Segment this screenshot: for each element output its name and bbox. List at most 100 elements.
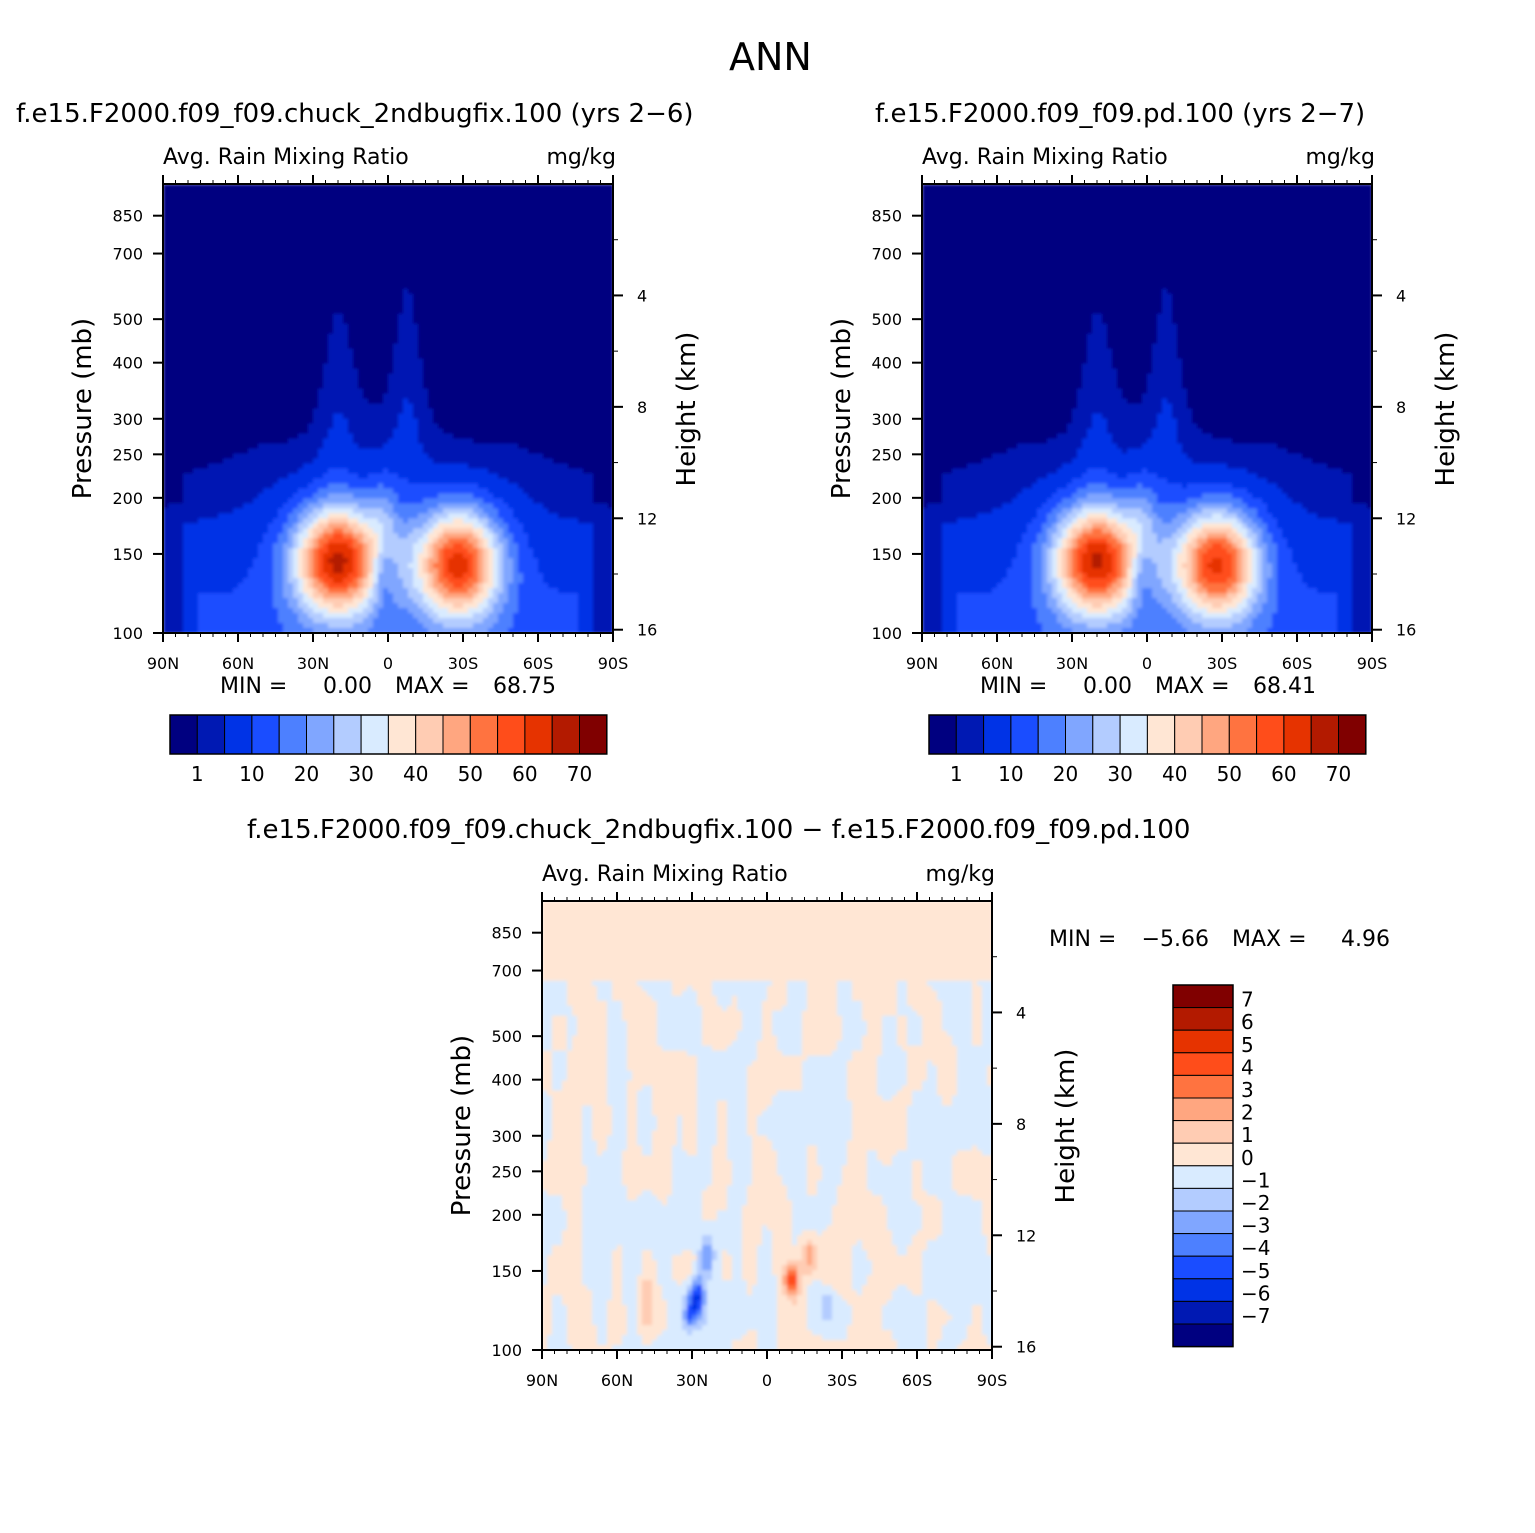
field-cell — [598, 398, 604, 405]
field-cell — [348, 208, 354, 215]
field-cell — [243, 418, 249, 425]
field-cell — [353, 288, 359, 295]
field-cell — [313, 328, 319, 335]
field-cell — [333, 348, 339, 355]
field-cell — [438, 258, 444, 265]
field-cell — [263, 448, 269, 454]
field-cell — [593, 373, 599, 380]
field-cell — [488, 223, 494, 230]
field-cell — [318, 298, 324, 305]
field-cell — [388, 438, 394, 445]
field-cell — [163, 323, 169, 330]
field-cell — [448, 363, 454, 370]
field-cell — [578, 378, 584, 385]
field-cell — [183, 298, 189, 305]
field-cell — [363, 228, 369, 235]
field-cell — [188, 238, 194, 245]
field-cell — [163, 258, 169, 265]
field-cell — [238, 403, 244, 410]
field-cell — [548, 193, 554, 200]
field-cell — [603, 268, 609, 275]
field-cell — [243, 398, 249, 405]
field-cell — [218, 238, 224, 245]
field-cell — [188, 408, 194, 415]
field-cell — [248, 358, 254, 365]
field-cell — [173, 318, 179, 325]
field-cell — [608, 253, 613, 260]
field-cell — [198, 343, 204, 350]
field-cell — [398, 238, 404, 245]
field-cell — [173, 213, 179, 220]
field-cell — [603, 368, 609, 375]
field-cell — [568, 333, 574, 340]
field-cell — [328, 363, 334, 370]
field-cell — [198, 184, 204, 190]
field-cell — [608, 283, 613, 290]
field-cell — [263, 278, 269, 285]
field-cell — [373, 203, 379, 210]
field-cell — [178, 253, 184, 260]
field-cell — [278, 353, 284, 360]
field-cell — [283, 258, 289, 265]
field-cell — [428, 373, 434, 380]
field-cell — [263, 188, 269, 195]
field-cell — [353, 258, 359, 265]
field-cell — [593, 273, 599, 280]
field-cell — [343, 443, 349, 450]
field-cell — [278, 368, 284, 375]
field-cell — [473, 278, 479, 285]
field-cell — [358, 218, 364, 225]
field-cell — [563, 393, 569, 400]
field-cell — [493, 308, 499, 315]
field-cell — [293, 253, 299, 260]
field-cell — [473, 303, 479, 310]
field-cell — [193, 253, 199, 260]
field-cell — [348, 248, 354, 255]
field-cell — [428, 453, 434, 459]
field-cell — [408, 393, 414, 400]
field-cell — [318, 223, 324, 230]
field-cell — [278, 458, 284, 464]
field-cell — [413, 208, 419, 215]
field-cell — [533, 318, 539, 325]
field-cell — [313, 433, 319, 440]
field-cell — [458, 338, 464, 345]
field-cell — [453, 438, 459, 445]
field-cell — [473, 408, 479, 415]
field-cell — [463, 258, 469, 265]
field-cell — [178, 303, 184, 310]
field-cell — [353, 203, 359, 210]
field-cell — [533, 368, 539, 375]
field-cell — [398, 288, 404, 295]
field-cell — [508, 428, 514, 435]
field-cell — [488, 238, 494, 245]
field-cell — [348, 328, 354, 335]
field-cell — [348, 438, 354, 445]
field-cell — [473, 453, 479, 459]
field-cell — [493, 323, 499, 330]
field-cell — [253, 193, 259, 200]
field-cell — [173, 298, 179, 305]
field-cell — [503, 248, 509, 255]
field-cell — [288, 358, 294, 365]
field-cell — [183, 198, 189, 205]
field-cell — [528, 443, 534, 450]
field-cell — [293, 268, 299, 275]
field-cell — [598, 313, 604, 320]
field-cell — [588, 298, 594, 305]
field-cell — [193, 418, 199, 425]
field-cell — [483, 363, 489, 370]
field-cell — [588, 423, 594, 430]
field-cell — [493, 184, 499, 190]
field-cell — [593, 433, 599, 440]
field-cell — [338, 238, 344, 245]
field-cell — [523, 393, 529, 400]
field-cell — [518, 323, 524, 330]
field-cell — [358, 228, 364, 235]
field-cell — [463, 448, 469, 454]
field-cell — [398, 203, 404, 210]
field-cell — [408, 208, 414, 215]
field-cell — [253, 233, 259, 240]
field-cell — [248, 433, 254, 440]
field-cell — [433, 348, 439, 355]
